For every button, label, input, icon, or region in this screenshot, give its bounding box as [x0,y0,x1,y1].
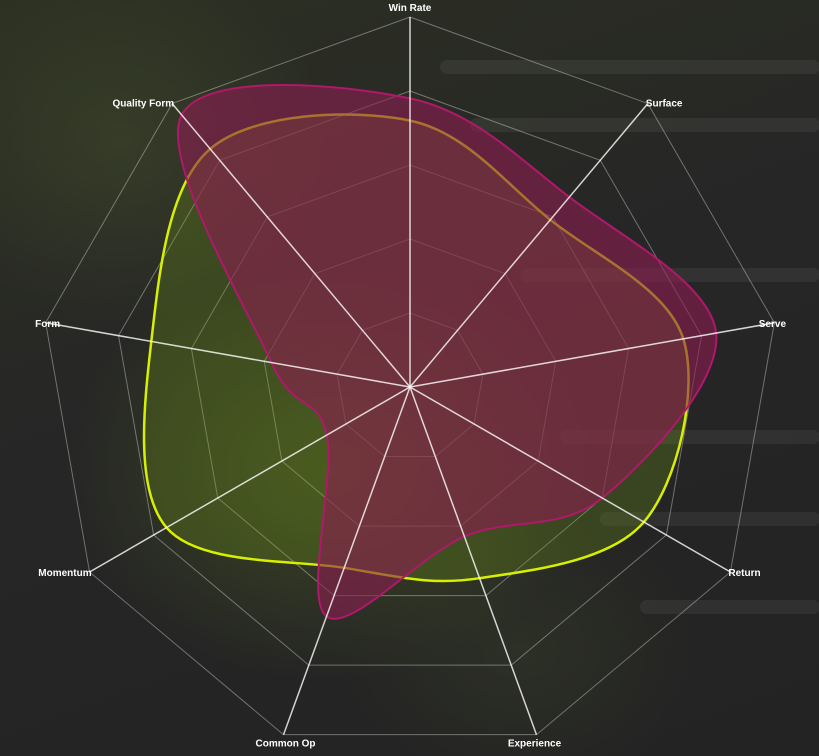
axis-label: Form [35,319,60,330]
axis-label: Win Rate [389,3,432,14]
axis-label: Momentum [38,568,91,579]
axis-label: Quality Form [113,99,175,110]
axis-label: Surface [646,99,683,110]
series-layer [144,85,716,619]
axis-label: Return [728,568,760,579]
axis-label: Common Op [256,739,316,750]
axis-label: Serve [759,319,787,330]
axis-label: Experience [508,739,562,750]
